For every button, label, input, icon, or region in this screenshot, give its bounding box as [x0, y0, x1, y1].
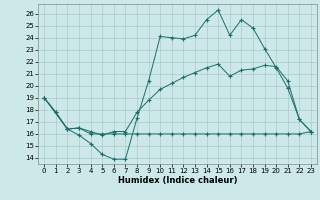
X-axis label: Humidex (Indice chaleur): Humidex (Indice chaleur)	[118, 176, 237, 185]
